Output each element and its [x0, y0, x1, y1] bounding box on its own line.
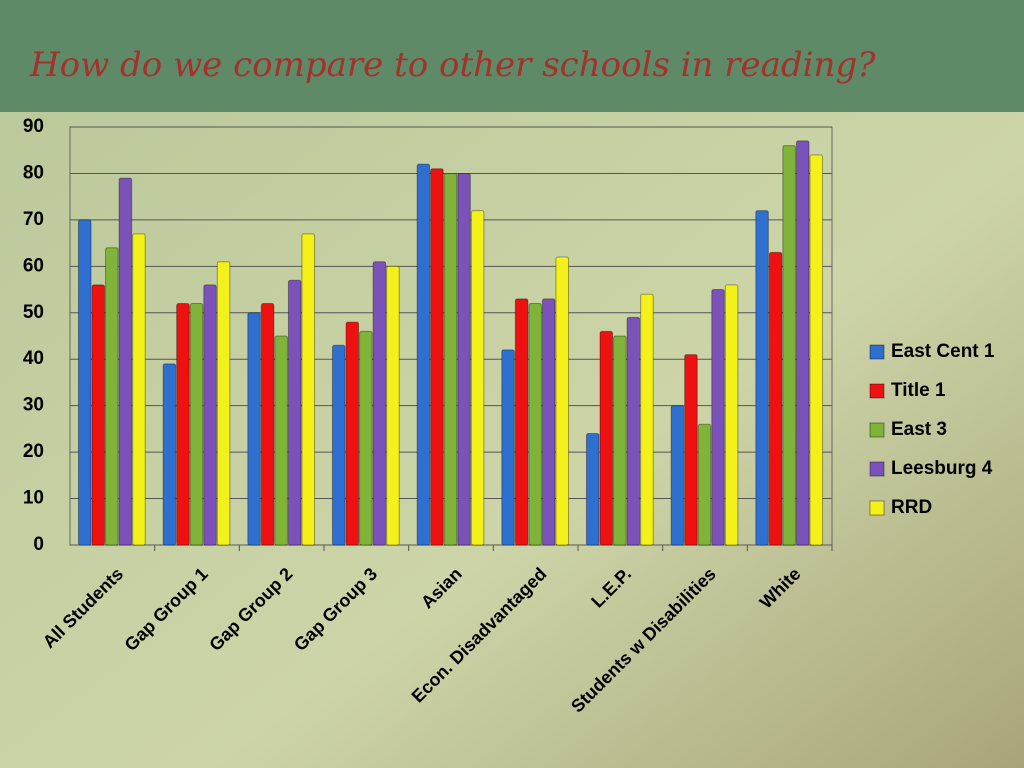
y-tick-label: 90	[23, 116, 44, 137]
bar	[443, 172, 458, 546]
legend-swatch	[869, 500, 885, 516]
bar	[216, 261, 231, 546]
bar	[809, 154, 824, 546]
bar	[118, 177, 133, 546]
bar	[670, 405, 685, 546]
bar	[640, 293, 654, 546]
legend-swatch	[869, 344, 885, 360]
bar	[755, 210, 769, 546]
bar	[711, 289, 725, 546]
y-tick-label: 40	[23, 348, 44, 369]
bar	[613, 335, 627, 546]
bar	[91, 284, 106, 546]
bar	[162, 363, 177, 546]
bar	[514, 298, 529, 546]
bar	[359, 330, 373, 546]
bar	[203, 284, 217, 546]
bar	[260, 302, 275, 546]
bar	[555, 256, 570, 546]
bar	[626, 316, 641, 546]
bar	[470, 210, 485, 546]
bar	[247, 312, 261, 546]
y-tick-label: 30	[23, 395, 44, 416]
bar	[501, 349, 515, 546]
bar	[331, 344, 346, 546]
y-tick-label: 60	[23, 255, 44, 276]
bar	[301, 233, 316, 546]
bar	[795, 140, 810, 546]
bar	[585, 433, 600, 546]
bar	[189, 302, 204, 546]
legend-label: RRD	[891, 497, 932, 518]
bar	[345, 321, 360, 546]
bar	[782, 145, 796, 546]
bar	[430, 168, 444, 546]
legend-swatch	[869, 461, 885, 477]
bar	[274, 335, 288, 546]
bar	[176, 302, 190, 546]
bar	[768, 251, 783, 546]
bar	[105, 247, 119, 546]
header-band	[0, 0, 1024, 112]
legend-swatch	[869, 422, 885, 438]
bar	[599, 330, 614, 546]
y-tick-label: 50	[23, 302, 44, 323]
y-tick-label: 70	[23, 209, 44, 230]
legend-label: East Cent 1	[891, 341, 995, 362]
y-tick-label: 80	[23, 162, 44, 183]
legend-label: Title 1	[891, 380, 946, 401]
y-tick-label: 0	[33, 534, 44, 555]
bar	[372, 261, 387, 546]
chart-title: How do we compare to other schools in re…	[29, 45, 876, 85]
bar	[697, 423, 712, 546]
bar	[287, 279, 302, 546]
bar	[77, 219, 92, 546]
y-tick-label: 10	[23, 488, 44, 509]
bar	[684, 354, 698, 546]
bar	[528, 302, 542, 546]
bar	[457, 172, 471, 546]
y-tick-label: 20	[23, 441, 44, 462]
bar	[541, 298, 556, 546]
bar	[416, 163, 431, 546]
bar	[724, 284, 739, 546]
legend-label: East 3	[891, 419, 947, 440]
legend-label: Leesburg 4	[891, 458, 993, 479]
bar	[386, 265, 400, 546]
bar	[132, 233, 146, 546]
legend-swatch	[869, 383, 885, 399]
